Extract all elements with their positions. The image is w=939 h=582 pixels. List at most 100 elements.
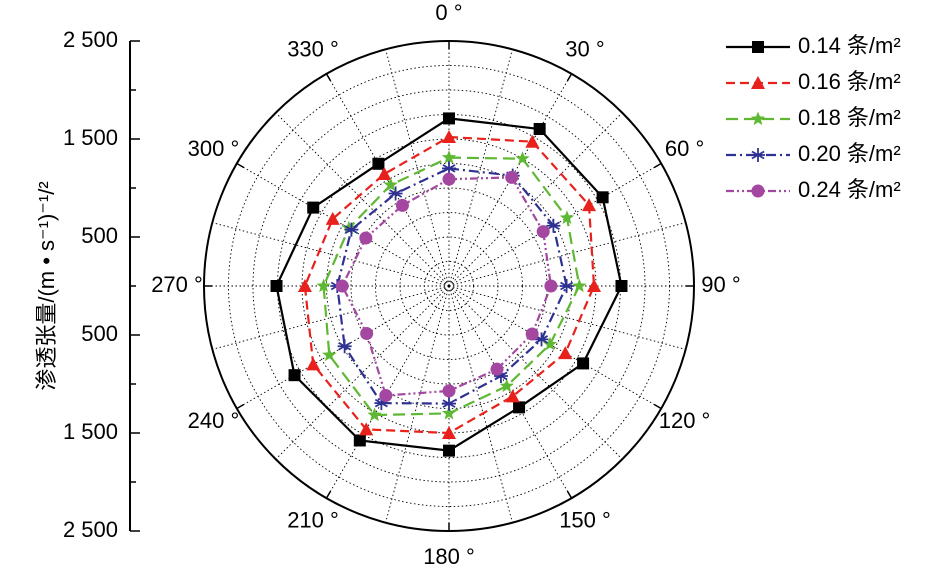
data-point [388, 186, 403, 201]
data-point [572, 278, 587, 293]
data-point [442, 396, 456, 411]
data-point [442, 130, 456, 144]
data-point [441, 150, 457, 164]
data-point [525, 327, 539, 341]
data-point [372, 157, 385, 170]
data-point [596, 191, 609, 204]
grid-spoke [275, 285, 450, 460]
data-point [533, 122, 546, 135]
grid-spoke [448, 73, 572, 287]
grid-spoke [448, 163, 662, 287]
data-point [374, 396, 389, 411]
angle-tick [236, 162, 245, 169]
y-tick-label: 500 [81, 321, 118, 346]
series-line [340, 176, 553, 397]
legend-label: 0.18 条/m² [798, 105, 901, 130]
angle-label: 240 ° [188, 408, 240, 433]
data-point [288, 369, 301, 382]
data-point [360, 327, 374, 341]
grid-spoke [212, 222, 450, 287]
data-point [395, 198, 409, 212]
angle-tick [325, 490, 332, 499]
angle-tick [566, 73, 573, 82]
data-point [359, 231, 373, 245]
data-point [493, 368, 508, 383]
data-point [316, 278, 331, 293]
angle-label: 150 ° [559, 507, 611, 532]
legend-marker [751, 148, 765, 162]
data-point [615, 280, 628, 292]
grid-spoke [275, 112, 450, 287]
grid-spoke [326, 73, 450, 287]
data-point [505, 389, 520, 403]
data-point [337, 339, 352, 354]
data-point [577, 357, 590, 370]
data-point [443, 444, 455, 457]
data-point [558, 346, 573, 360]
angle-label: 210 ° [287, 507, 339, 532]
y-tick-label: 500 [81, 223, 118, 248]
data-point [306, 357, 321, 371]
angle-label: 30 ° [565, 36, 604, 61]
data-point [534, 332, 549, 347]
angle-label: 330 ° [287, 36, 339, 61]
data-point [582, 198, 597, 212]
series-line [322, 156, 581, 417]
data-point [325, 211, 340, 225]
legend-marker [752, 41, 764, 53]
angle-tick [566, 490, 573, 499]
legend-label: 0.14 条/m² [798, 33, 901, 58]
data-point [515, 151, 530, 165]
data-point [270, 280, 283, 292]
data-point [559, 279, 574, 293]
grid-spoke [448, 112, 623, 287]
legend-marker [751, 76, 765, 89]
data-point [513, 401, 526, 414]
grid-spoke [212, 285, 450, 350]
grid-spoke [385, 49, 450, 287]
data-point [441, 405, 457, 420]
data-point [379, 388, 393, 402]
grid-spoke [326, 285, 450, 499]
data-point [490, 362, 504, 376]
angle-label: 60 ° [665, 136, 704, 161]
data-point [525, 134, 540, 148]
data-point [335, 279, 349, 293]
angle-label: 90 ° [701, 272, 740, 297]
y-tick-label: 2 500 [63, 27, 118, 52]
legend-marker [750, 111, 766, 126]
angle-label: 270 ° [151, 272, 203, 297]
grid-spoke [448, 285, 686, 350]
angle-label: 300 ° [188, 136, 240, 161]
y-tick-label: 2 500 [63, 517, 118, 542]
angle-tick [653, 403, 662, 410]
legend-marker [751, 184, 765, 198]
data-point [377, 166, 392, 180]
angle-tick [653, 162, 662, 169]
angle-tick [325, 73, 332, 82]
grid-spoke [448, 222, 686, 287]
grid-spoke [448, 285, 623, 460]
data-point [499, 378, 514, 393]
angle-label: 120 ° [659, 408, 711, 433]
legend-label: 0.16 条/m² [798, 69, 901, 94]
data-point [442, 161, 456, 176]
data-point [442, 172, 456, 186]
data-point [353, 434, 366, 447]
grid-spoke [236, 285, 450, 409]
data-point [587, 279, 602, 292]
grid-spoke [448, 285, 662, 409]
data-point [359, 422, 374, 436]
grid-spoke [448, 49, 513, 287]
angle-label: 180 ° [423, 544, 475, 569]
legend-label: 0.24 条/m² [798, 177, 901, 202]
grid-spoke [236, 163, 450, 287]
data-point [442, 426, 456, 439]
data-point [307, 201, 320, 214]
data-point [544, 279, 558, 293]
data-point [442, 384, 456, 398]
data-point [559, 210, 575, 224]
data-point [505, 170, 519, 184]
legend-label: 0.20 条/m² [798, 141, 901, 166]
